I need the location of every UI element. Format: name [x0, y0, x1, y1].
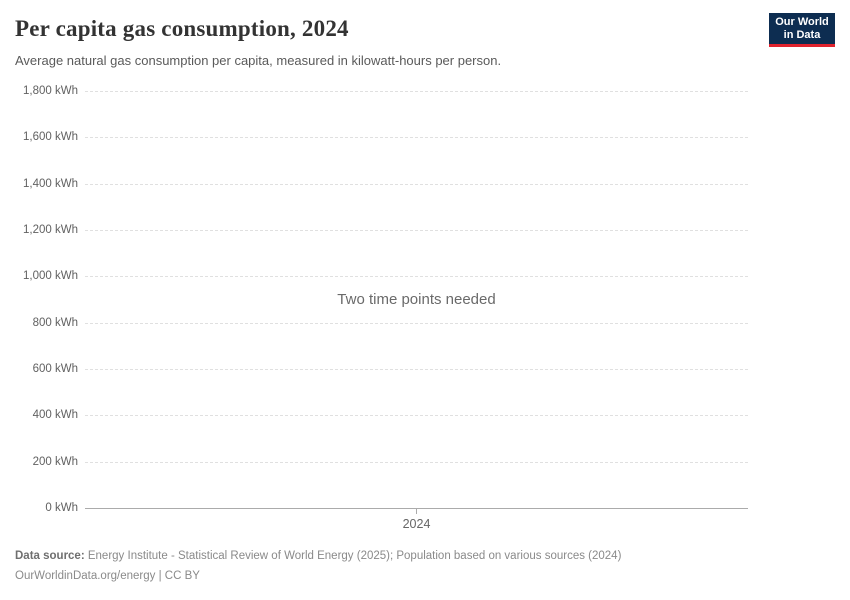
gridline: [85, 322, 748, 324]
y-axis-tick-label: 1,600 kWh: [23, 131, 78, 144]
data-source-line: Data source: Energy Institute - Statisti…: [15, 546, 835, 566]
y-axis-tick-label: 400 kWh: [32, 409, 78, 422]
y-axis-tick-label: 200 kWh: [32, 455, 78, 468]
gridline: [85, 369, 748, 370]
owid-logo[interactable]: Our World in Data: [769, 13, 835, 47]
owid-logo-line2: in Data: [783, 28, 821, 41]
gridline: [85, 461, 748, 463]
gridline: [85, 415, 748, 417]
y-axis-tick-label: 0 kWh: [45, 502, 78, 514]
chart-footer: Data source: Energy Institute - Statisti…: [15, 546, 835, 586]
y-axis-tick-label: 1,800 kWh: [23, 85, 78, 97]
x-axis-line: [85, 508, 748, 509]
gridline: [85, 183, 748, 185]
gridline: [85, 91, 748, 92]
y-axis-tick-label: 600 kWh: [32, 363, 78, 375]
license-line: OurWorldinData.org/energy | CC BY: [15, 570, 200, 582]
x-axis-tick-mark: [416, 508, 417, 514]
y-axis-tick-label: 1,000 kWh: [23, 270, 78, 283]
gridline: [85, 276, 748, 278]
plot-area: Two time points needed 2024 0 kWh 200 kWh…: [15, 85, 748, 531]
empty-state-message: Two time points needed: [337, 291, 496, 308]
data-source-label: Data source:: [15, 550, 85, 562]
data-source-text: Energy Institute - Statistical Review of…: [84, 550, 622, 562]
y-axis-tick-label: 800 kWh: [32, 316, 78, 329]
y-axis-tick-label: 1,200 kWh: [23, 224, 78, 236]
gridline: [85, 230, 748, 231]
owid-logo-line1: Our World: [775, 16, 829, 28]
chart-title: Per capita gas consumption, 2024: [15, 16, 349, 41]
gridline: [85, 137, 748, 139]
x-axis-tick-label: 2024: [402, 517, 431, 531]
y-axis-tick-label: 1,400 kWh: [23, 177, 78, 190]
chart-subtitle: Average natural gas consumption per capi…: [15, 53, 502, 68]
